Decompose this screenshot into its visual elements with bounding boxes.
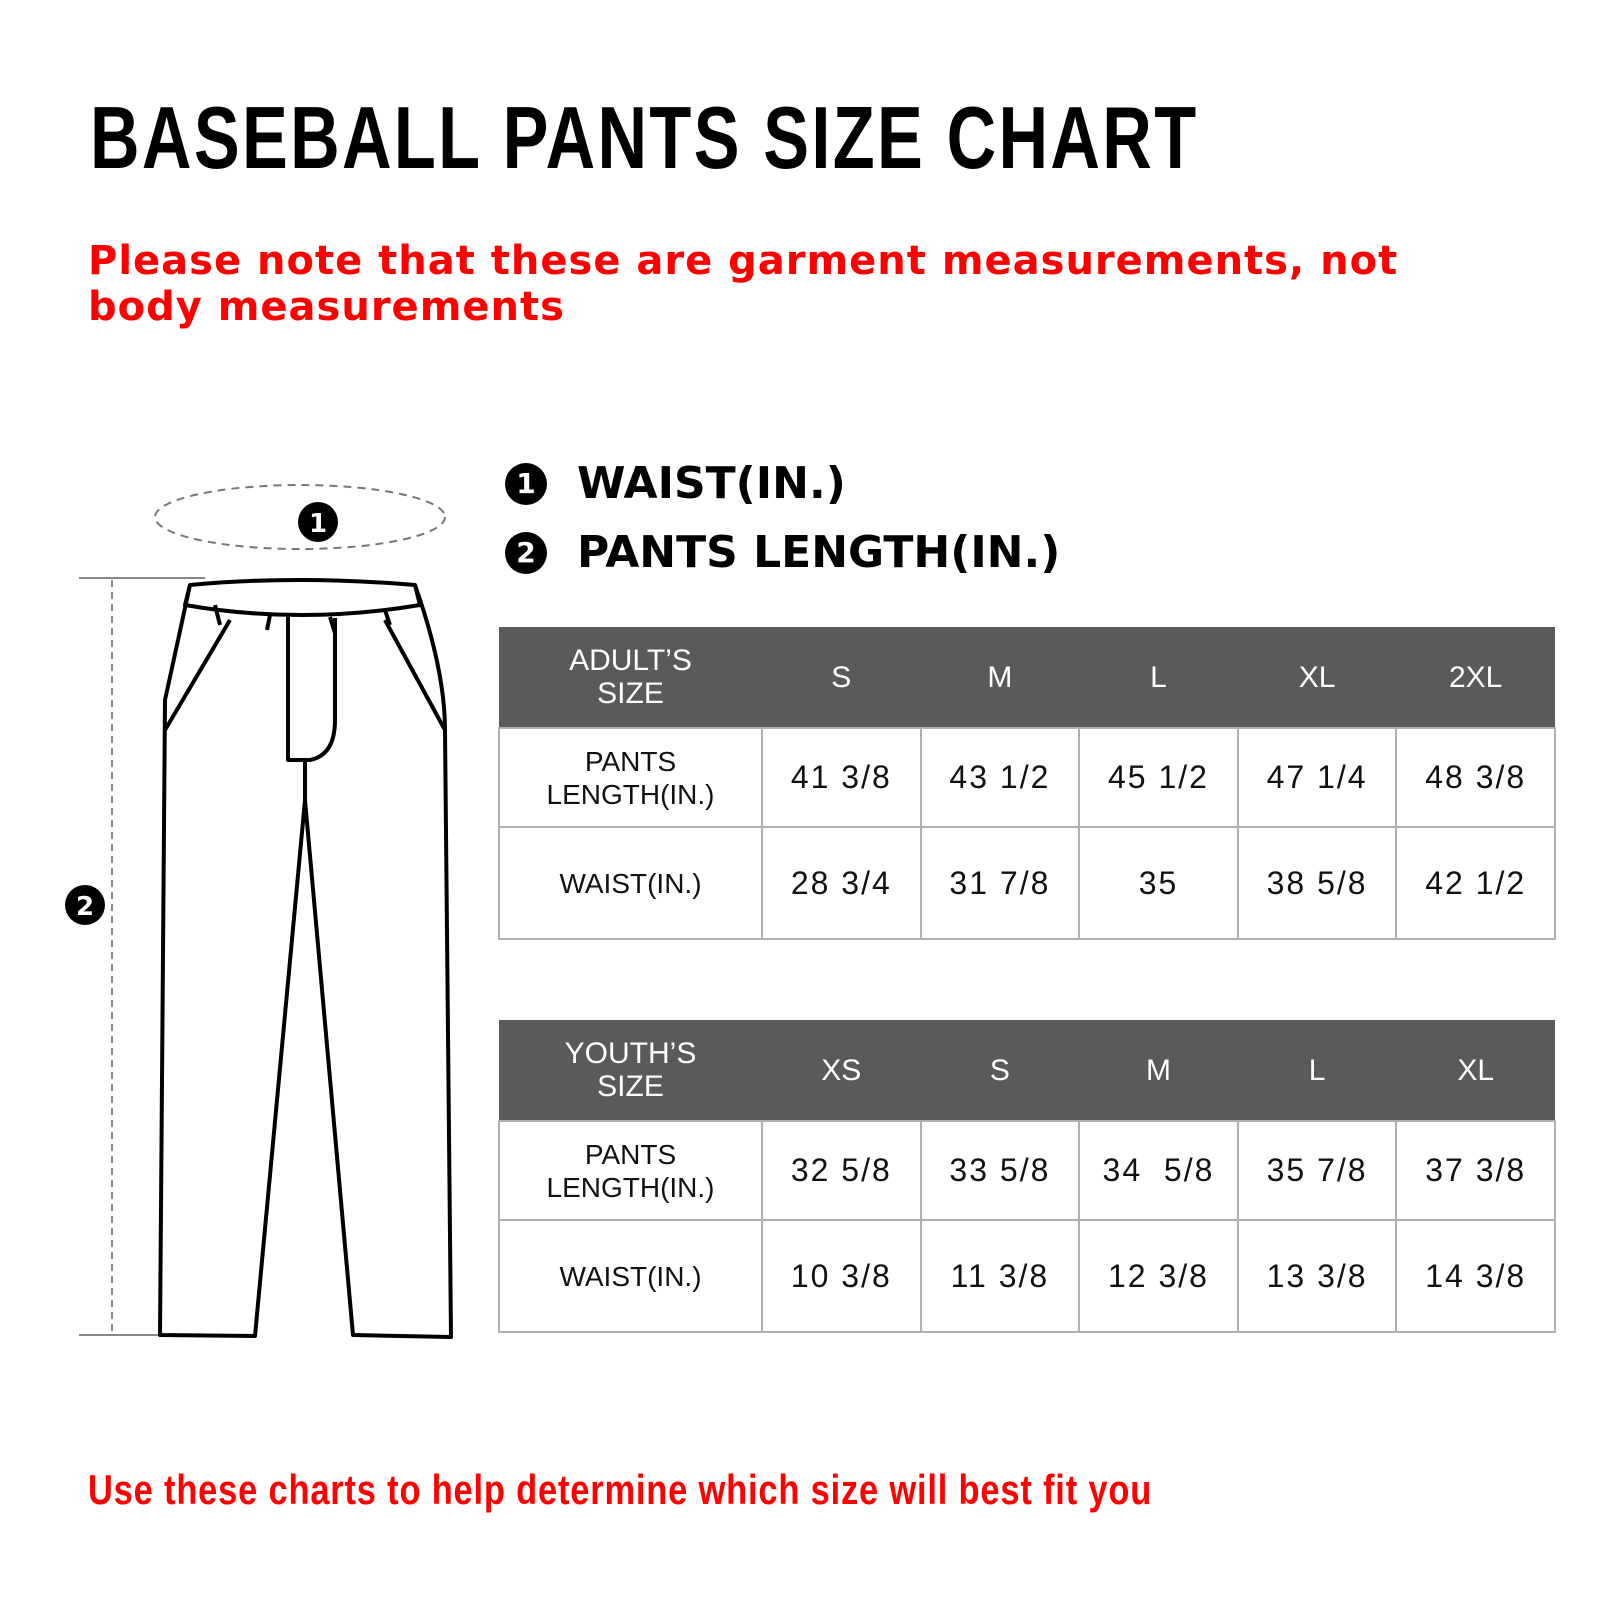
table-cell: 35 [1078, 826, 1239, 940]
header-cell: XL [1237, 627, 1397, 728]
youth-size-table: YOUTH’S SIZE XS S M L XL PANTS LENGTH(IN… [498, 1020, 1556, 1333]
table-cell: 38 5/8 [1236, 826, 1398, 940]
number-1-icon: 1 [505, 462, 547, 505]
table-cell: 11 3/8 [919, 1219, 1081, 1333]
table-cell: 28 3/4 [761, 826, 922, 940]
table-row: WAIST(IN.) 28 3/4 31 7/8 35 38 5/8 42 1/… [498, 826, 1556, 940]
legend-label: WAIST(IN.) [577, 458, 846, 509]
table-cell: 45 1/2 [1078, 727, 1239, 828]
table-cell: 34 5/8 [1078, 1120, 1239, 1221]
page-title: BASEBALL PANTS SIZE CHART [90, 88, 1199, 187]
svg-text:1: 1 [309, 509, 327, 539]
table-header-row: YOUTH’S SIZE XS S M L XL [499, 1020, 1555, 1121]
pants-diagram-icon: 1 2 [65, 484, 453, 1339]
number-2-icon: 2 [505, 531, 547, 574]
table-cell: 31 7/8 [919, 826, 1081, 940]
table-cell: 42 1/2 [1395, 826, 1556, 940]
table-cell: 14 3/8 [1395, 1219, 1556, 1333]
svg-text:2: 2 [76, 892, 94, 922]
table-cell: 43 1/2 [919, 727, 1081, 828]
row-label: WAIST(IN.) [498, 826, 763, 940]
row-label: PANTS LENGTH(IN.) [498, 1120, 763, 1221]
header-cell: S [920, 1020, 1080, 1121]
garment-note: Please note that these are garment measu… [88, 238, 1399, 330]
footer-note: Use these charts to help determine which… [88, 1466, 1153, 1513]
header-cell: XL [1396, 1020, 1555, 1121]
table-cell: 47 1/4 [1236, 727, 1398, 828]
legend-label: PANTS LENGTH(IN.) [577, 527, 1061, 578]
legend-waist: 1 WAIST(IN.) [505, 458, 846, 509]
table-cell: 12 3/8 [1078, 1219, 1239, 1333]
adult-size-table: ADULT’S SIZE S M L XL 2XL PANTS LENGTH(I… [498, 627, 1556, 940]
row-label: WAIST(IN.) [498, 1219, 763, 1333]
header-cell: YOUTH’S SIZE [499, 1020, 762, 1121]
table-cell: 48 3/8 [1395, 727, 1556, 828]
header-cell: S [762, 627, 921, 728]
table-cell: 10 3/8 [761, 1219, 922, 1333]
table-cell: 41 3/8 [761, 727, 922, 828]
header-cell: XS [762, 1020, 921, 1121]
header-cell: M [920, 627, 1080, 728]
table-cell: 33 5/8 [919, 1120, 1081, 1221]
header-cell: L [1079, 627, 1238, 728]
header-cell: ADULT’S SIZE [499, 627, 762, 728]
table-cell: 35 7/8 [1236, 1120, 1398, 1221]
table-row: PANTS LENGTH(IN.) 41 3/8 43 1/2 45 1/2 4… [498, 727, 1556, 828]
header-cell: M [1079, 1020, 1238, 1121]
table-cell: 32 5/8 [761, 1120, 922, 1221]
legend-pants-length: 2 PANTS LENGTH(IN.) [505, 527, 1060, 578]
header-cell: 2XL [1396, 627, 1555, 728]
row-label: PANTS LENGTH(IN.) [498, 727, 763, 828]
table-cell: 13 3/8 [1236, 1219, 1398, 1333]
table-row: PANTS LENGTH(IN.) 32 5/8 33 5/8 34 5/8 3… [498, 1120, 1556, 1221]
header-cell: L [1237, 1020, 1397, 1121]
table-header-row: ADULT’S SIZE S M L XL 2XL [499, 627, 1555, 728]
table-cell: 37 3/8 [1395, 1120, 1556, 1221]
table-row: WAIST(IN.) 10 3/8 11 3/8 12 3/8 13 3/8 1… [498, 1219, 1556, 1333]
